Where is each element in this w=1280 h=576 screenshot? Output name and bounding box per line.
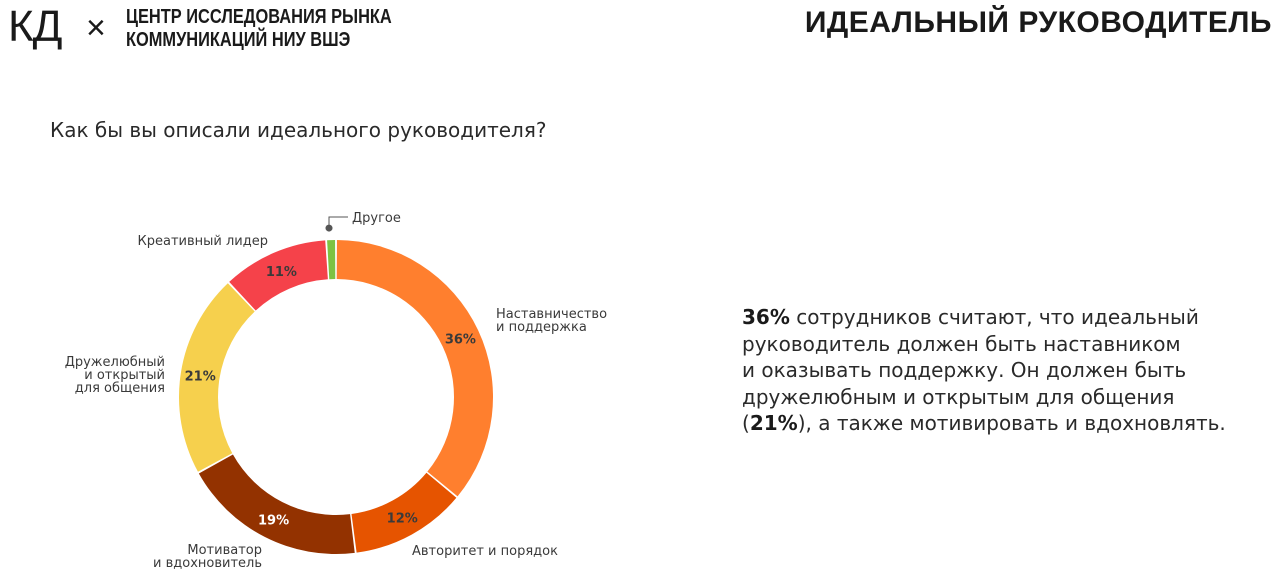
donut-slice-2 [351, 472, 457, 553]
slice-category-label-6: Другое [352, 211, 401, 226]
logo-cross: × [86, 9, 106, 47]
summary-line-2: руководитель должен быть наставником [742, 331, 1181, 356]
slice-percent-label-4: 21% [185, 369, 216, 384]
summary-line-1: 36% сотрудников считают, что идеальный [742, 304, 1262, 331]
donut-slice-5 [229, 240, 328, 311]
slice-percent-label-2: 12% [387, 511, 418, 526]
donut-chart: 36% Наставничество и поддержка 12% Авторитет… [65, 211, 607, 571]
slice-category-label-1: Наставничество и поддержка [496, 307, 607, 335]
logo-kd: КД [8, 2, 62, 51]
slice-category-label-5: Креативный лидер [138, 234, 268, 249]
leader-line [328, 216, 348, 229]
logo-org-line1: ЦЕНТР ИССЛЕДОВАНИЯ РЫНКА [126, 6, 392, 28]
summary-line-3: и оказывать поддержку. Он должен быть [742, 358, 1187, 382]
slice-percent-label-1: 36% [445, 332, 476, 347]
summary-highlight-21: 21% [749, 411, 798, 435]
slice-percent-label-3: 19% [258, 514, 289, 529]
summary-line-4: дружелюбным и открытым для общения [742, 384, 1175, 409]
logo-org-line2: КОММУНИКАЦИЙ НИУ ВШЭ [126, 29, 351, 51]
summary-line-5-rest: ), а также мотивировать и вдохновлять. [797, 411, 1226, 435]
donut-slice-4 [179, 283, 255, 472]
summary-highlight-36: 36% [742, 305, 790, 329]
summary-line-1-rest: сотрудников считают, что идеальный [789, 305, 1199, 329]
summary-paren-open: ( [742, 411, 750, 435]
survey-question: Как бы вы описали идеального руководител… [50, 118, 547, 142]
summary-text: 36% сотрудников считают, что идеальный р… [742, 304, 1262, 437]
page-title: ИДЕАЛЬНЫЙ РУКОВОДИТЕЛЬ [804, 6, 1272, 39]
slice-category-label-4: Дружелюбный и открытый для общения [65, 355, 165, 396]
summary-line-5: (21%), а также мотивировать и вдохновлят… [742, 410, 1262, 437]
slice-percent-label-5: 11% [266, 265, 297, 280]
donut-slice-6 [327, 240, 336, 280]
slice-category-label-2: Авторитет и порядок [412, 544, 558, 559]
donut-slice-1 [336, 240, 493, 497]
leader-dot [325, 224, 333, 232]
donut-slice-3 [198, 454, 355, 554]
slice-category-label-3: Мотиватор и вдохновитель [153, 543, 262, 571]
